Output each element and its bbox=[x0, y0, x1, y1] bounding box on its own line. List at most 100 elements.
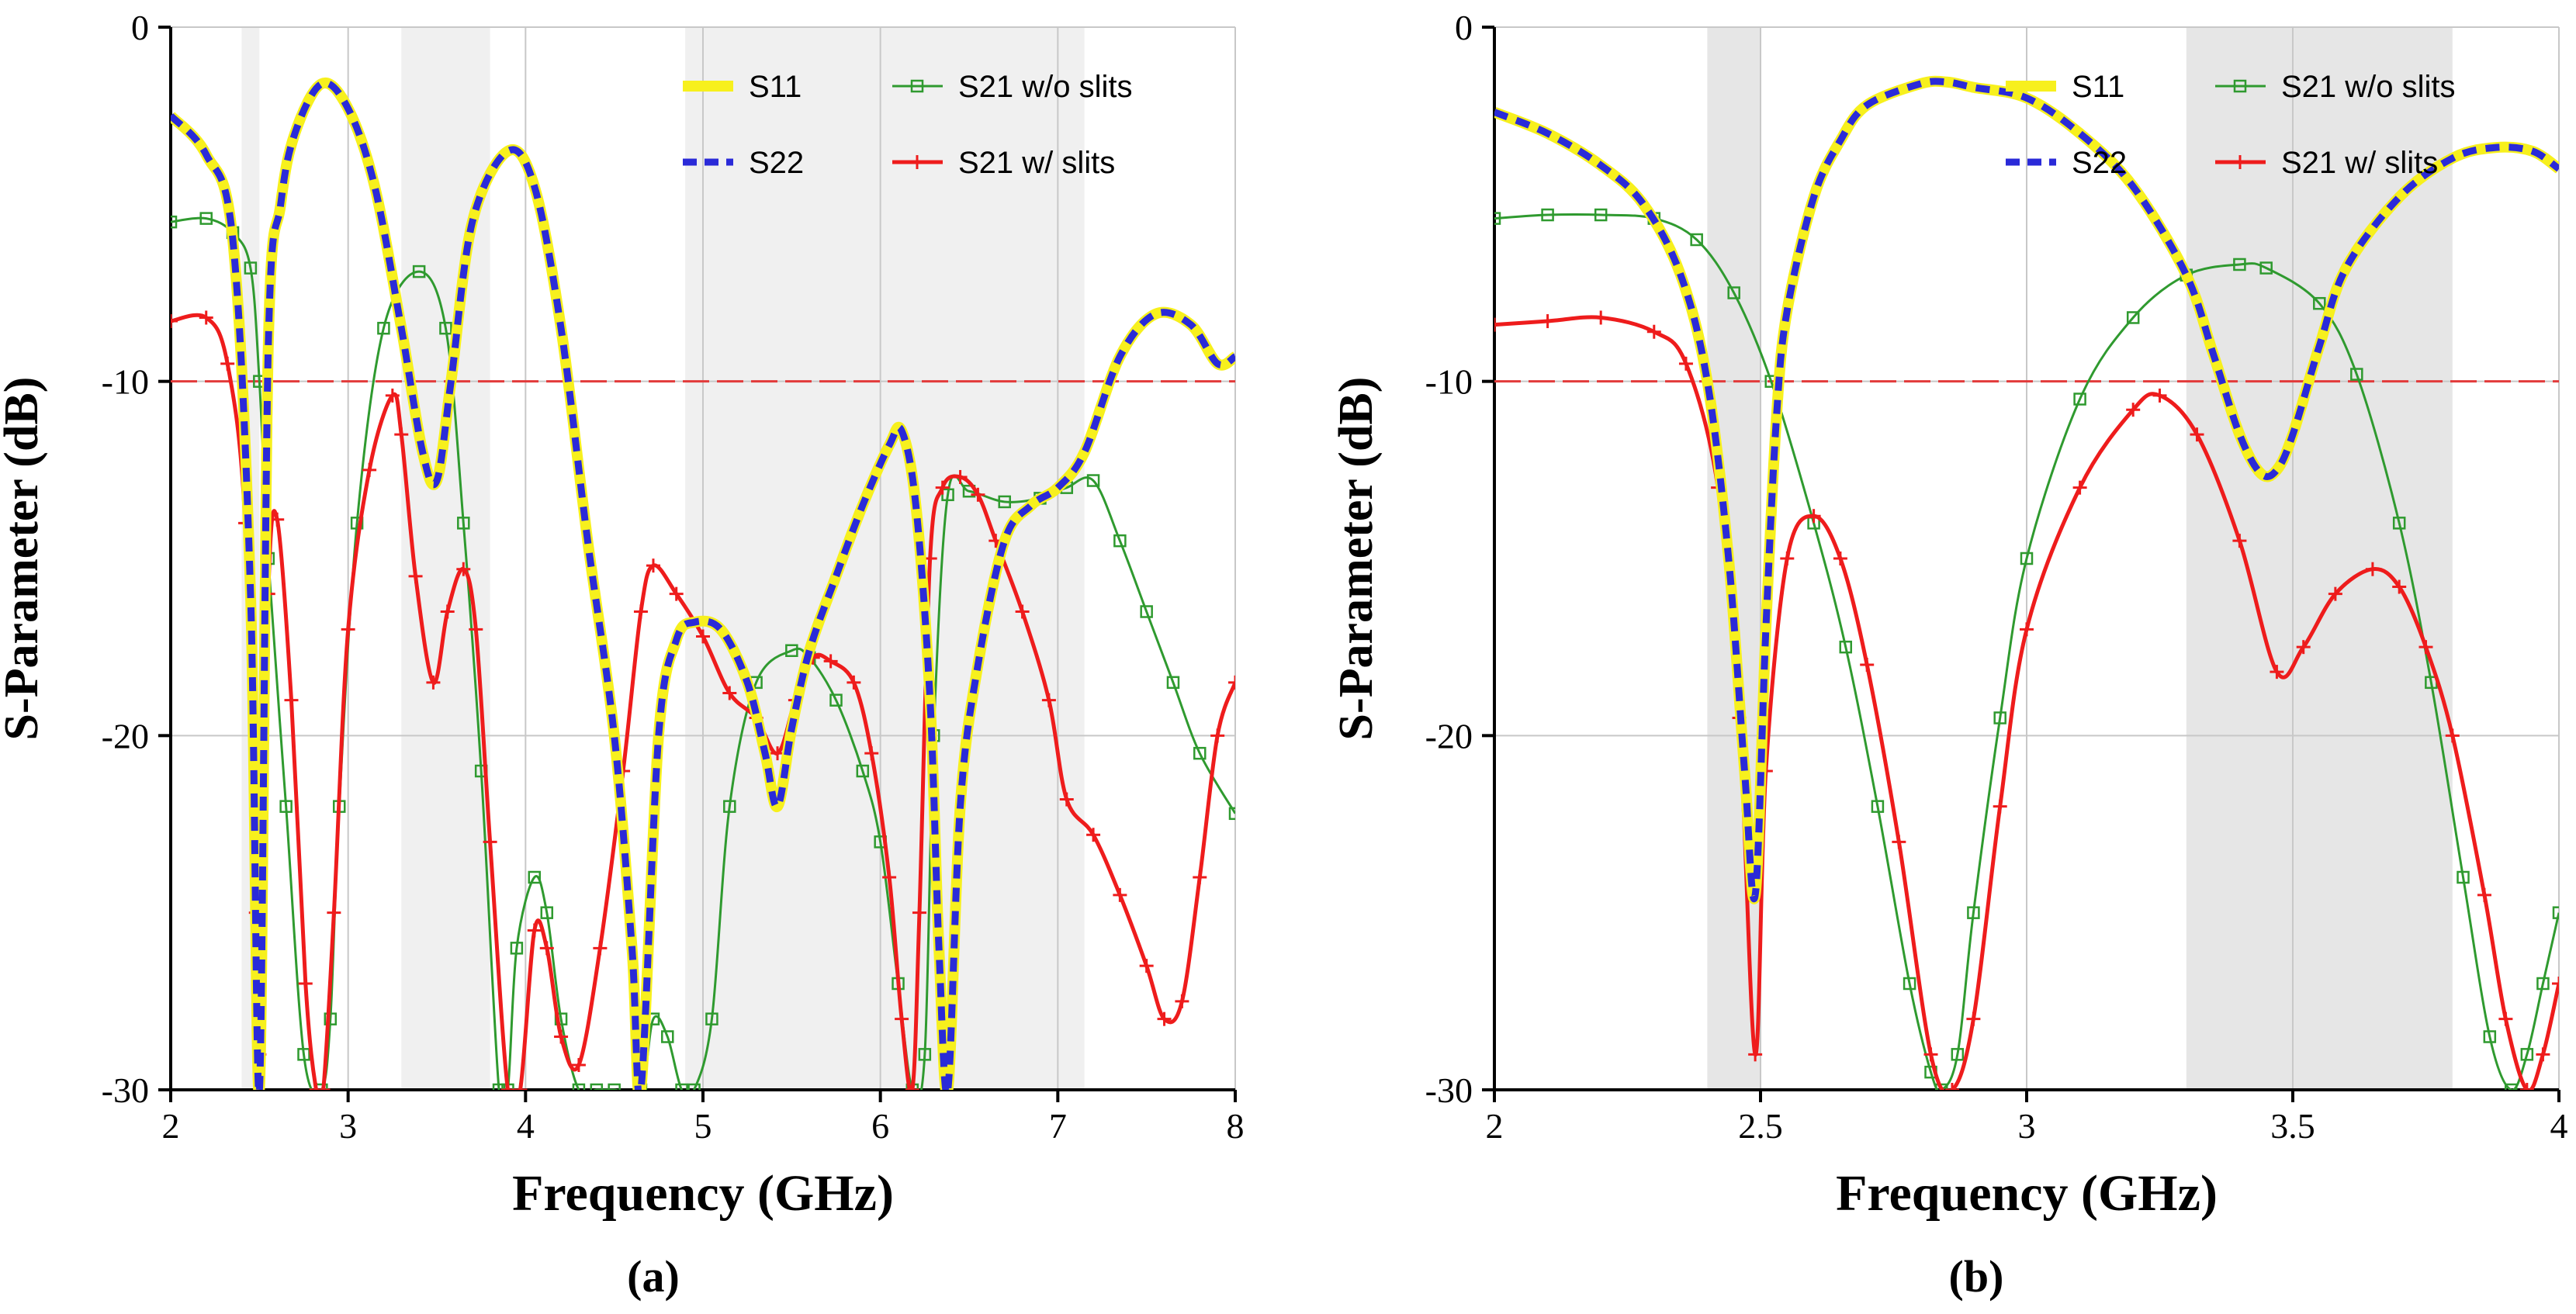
point-s21-w-o-slits-17 bbox=[492, 1083, 506, 1090]
point-s21-w-o-slits-20 bbox=[528, 870, 542, 884]
point-s21-w-o-slits-36 bbox=[829, 693, 843, 707]
point-s21-w-slits-28 bbox=[2392, 579, 2407, 594]
legend-marker-s21-w-o-slits bbox=[910, 79, 924, 93]
x-tick-label-6: 8 bbox=[1227, 1106, 1245, 1146]
x-tick-label-0: 2 bbox=[1486, 1106, 1504, 1146]
point-s21-w-slits-31 bbox=[633, 604, 648, 619]
plot-area bbox=[1494, 75, 2559, 1090]
point-s21-w-o-slits-10 bbox=[1903, 977, 1916, 991]
point-s21-w-slits-2 bbox=[220, 356, 235, 371]
legend: S11 S21 w/o slits S22 S21 w/ slits bbox=[683, 70, 1133, 180]
point-s21-w-o-slits-12 bbox=[1934, 1083, 1948, 1090]
point-s21-w-slits-56 bbox=[1113, 887, 1127, 902]
point-s21-w-slits-20 bbox=[456, 562, 471, 576]
series-line-s21-w-o-slits bbox=[1494, 213, 2559, 1090]
point-s21-w-slits-25 bbox=[527, 923, 542, 938]
point-s21-w-o-slits-32 bbox=[723, 800, 736, 813]
point-s21-w-slits-21 bbox=[469, 622, 483, 637]
point-s21-w-slits-11 bbox=[1833, 552, 1847, 565]
point-s21-w-slits-13 bbox=[341, 622, 355, 637]
point-s21-w-o-slits-24 bbox=[2392, 517, 2406, 530]
point-s21-w-o-slits-3 bbox=[244, 261, 258, 275]
point-s21-w-o-slits-15 bbox=[1993, 711, 2006, 724]
point-s21-w-slits-23 bbox=[2232, 534, 2247, 548]
point-s21-w-slits-29 bbox=[593, 941, 608, 956]
point-s21-w-o-slits-34 bbox=[785, 644, 798, 657]
point-s21-w-slits-28 bbox=[571, 1058, 586, 1073]
point-s21-w-o-slits-50 bbox=[1140, 605, 1153, 618]
point-s21-w-o-slits-18 bbox=[2126, 311, 2140, 324]
point-s21-w-o-slits-8 bbox=[315, 1083, 328, 1090]
point-s21-w-slits-1 bbox=[1540, 314, 1555, 329]
panel-a-label: (a) bbox=[627, 1251, 680, 1302]
point-s21-w-slits-27 bbox=[2365, 562, 2380, 576]
point-s21-w-slits-19 bbox=[440, 604, 455, 619]
point-s21-w-o-slits-49 bbox=[1113, 534, 1127, 548]
x-tick-label-3: 5 bbox=[694, 1106, 712, 1146]
point-s21-w-slits-50 bbox=[971, 487, 985, 502]
point-s21-w-o-slits-30 bbox=[687, 1083, 701, 1090]
point-s21-w-slits-49 bbox=[953, 469, 968, 484]
point-s21-w-o-slits-48 bbox=[1086, 474, 1100, 487]
point-s21-w-o-slits-45 bbox=[998, 495, 1011, 509]
y-tick-label-0: 0 bbox=[131, 8, 149, 47]
point-s21-w-o-slits-4 bbox=[1690, 233, 1703, 247]
point-s21-w-slits-42 bbox=[864, 746, 879, 761]
point-s21-w-slits-11 bbox=[316, 1083, 331, 1090]
y-tick-label-3: -30 bbox=[1425, 1070, 1473, 1110]
point-s21-w-slits-34 bbox=[696, 629, 710, 644]
point-s21-w-slits-12 bbox=[1860, 658, 1875, 672]
point-s21-w-slits-22 bbox=[2190, 427, 2204, 442]
point-s21-w-o-slits-1 bbox=[199, 212, 213, 225]
x-tick-label-2: 3 bbox=[2018, 1106, 2036, 1146]
series-line-s22 bbox=[171, 79, 1235, 1090]
x-tick-label-0: 2 bbox=[162, 1106, 180, 1146]
point-s21-w-o-slits-31 bbox=[2552, 906, 2559, 919]
x-tick-label-2: 4 bbox=[517, 1106, 535, 1146]
legend-label-s11: S11 bbox=[2072, 70, 2124, 104]
point-s21-w-o-slits-29 bbox=[2520, 1048, 2534, 1061]
point-s21-w-o-slits-21 bbox=[540, 906, 554, 919]
y-axis-title: S-Parameter (dB) bbox=[0, 377, 48, 741]
point-s21-w-o-slits-8 bbox=[1839, 640, 1853, 654]
point-s21-w-slits-7 bbox=[270, 512, 285, 527]
point-s21-w-slits-30 bbox=[2445, 728, 2460, 743]
point-s21-w-slits-21 bbox=[2152, 388, 2167, 403]
y-tick-label-0: 0 bbox=[1455, 8, 1473, 47]
point-s21-w-o-slits-2 bbox=[1594, 208, 1608, 222]
legend: S11 S21 w/o slits S22 S21 w/ slits bbox=[2006, 70, 2456, 180]
point-s21-w-slits-59 bbox=[1175, 994, 1189, 1008]
point-s21-w-slits-35 bbox=[722, 686, 737, 700]
point-s21-w-o-slits-25 bbox=[608, 1083, 621, 1090]
point-s21-w-slits-16 bbox=[394, 427, 409, 442]
point-s21-w-o-slits-23 bbox=[2350, 368, 2363, 381]
point-s21-w-slits-17 bbox=[1993, 799, 2007, 814]
point-s21-w-o-slits-27 bbox=[2483, 1030, 2497, 1043]
point-s21-w-slits-18 bbox=[426, 675, 441, 690]
panel-a: 2 3 4 5 6 7 8 0 -10 -20 -30 Frequency (GHz) S-Parame… bbox=[0, 8, 1245, 1222]
point-s21-w-o-slits-15 bbox=[457, 517, 470, 530]
point-s21-w-slits-44 bbox=[895, 1011, 909, 1026]
point-s21-w-slits-27 bbox=[554, 1029, 569, 1044]
point-s21-w-slits-7 bbox=[1748, 1047, 1763, 1062]
point-s21-w-o-slits-17 bbox=[2073, 392, 2086, 406]
point-s21-w-slits-15 bbox=[385, 388, 400, 403]
point-s21-w-slits-19 bbox=[2072, 480, 2087, 495]
point-s21-w-slits-26 bbox=[2328, 586, 2342, 601]
point-s21-w-o-slits-22 bbox=[554, 1012, 568, 1025]
legend-marker-s21-w-o-slits bbox=[2233, 79, 2247, 93]
point-s21-w-slits-13 bbox=[1892, 835, 1906, 849]
point-s21-w-slits-3 bbox=[1646, 324, 1661, 339]
point-s21-w-o-slits-24 bbox=[590, 1083, 604, 1090]
point-s21-w-slits-53 bbox=[1041, 693, 1056, 707]
point-s21-w-o-slits-20 bbox=[2233, 258, 2246, 271]
point-s21-w-slits-34 bbox=[2536, 1047, 2550, 1062]
point-s21-w-o-slits-14 bbox=[1967, 906, 1980, 919]
x-axis-title: Frequency (GHz) bbox=[1836, 1165, 2218, 1222]
point-s21-w-slits-45 bbox=[905, 1083, 919, 1090]
point-s21-w-o-slits-52 bbox=[1193, 746, 1207, 760]
point-s21-w-o-slits-29 bbox=[675, 1083, 688, 1090]
panel-b: 2 2.5 3 3.5 4 0 -10 -20 -30 Frequency (GHz) S-Para… bbox=[1330, 8, 2568, 1222]
point-s21-w-o-slits-9 bbox=[324, 1012, 338, 1025]
x-tick-label-3: 3.5 bbox=[2270, 1106, 2315, 1146]
